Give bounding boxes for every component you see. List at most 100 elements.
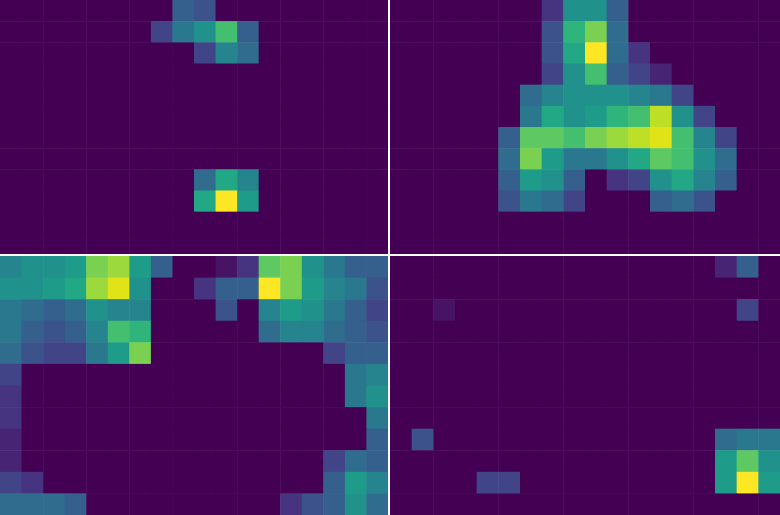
heatmap-cell <box>86 321 108 343</box>
heatmap-cell <box>129 493 151 515</box>
heatmap-cell <box>43 278 65 300</box>
heatmap-cell <box>22 429 44 451</box>
heatmap-cell <box>693 169 715 191</box>
heatmap-cell <box>65 299 87 321</box>
heatmap-cell <box>43 191 65 213</box>
heatmap-cell <box>412 450 434 472</box>
heatmap-cell <box>433 0 455 22</box>
heatmap-cell <box>628 278 650 300</box>
heatmap-cell <box>22 21 44 43</box>
heatmap-cell <box>151 493 173 515</box>
heatmap-cell <box>302 321 324 343</box>
heatmap-cell <box>237 407 259 429</box>
heatmap-cell <box>715 493 737 515</box>
heatmap-cell <box>758 148 780 170</box>
heatmap-cell <box>520 472 542 494</box>
heatmap-cell <box>758 299 780 321</box>
heatmap-cell <box>129 0 151 22</box>
heatmap-cell <box>672 299 694 321</box>
heatmap-cell <box>237 106 259 128</box>
heatmap-cell <box>693 256 715 278</box>
heatmap-cell <box>737 42 759 64</box>
heatmap-cell <box>216 64 238 86</box>
heatmap-cell <box>715 21 737 43</box>
heatmap-cell <box>628 493 650 515</box>
heatmap-cell <box>628 148 650 170</box>
heatmap-cell <box>650 191 672 213</box>
heatmap-cell <box>412 233 434 254</box>
heatmap-cell <box>194 127 216 149</box>
heatmap-cell <box>280 386 302 408</box>
heatmap-cell <box>216 472 238 494</box>
heatmap-cell <box>650 212 672 234</box>
heatmap-cell <box>628 233 650 254</box>
heatmap-cell <box>563 0 585 22</box>
heatmap-cell <box>607 299 629 321</box>
heatmap-cell <box>542 42 564 64</box>
heatmap-cell <box>237 169 259 191</box>
heatmap-cell <box>650 21 672 43</box>
heatmap-cell <box>650 233 672 254</box>
heatmap-cell <box>390 450 412 472</box>
heatmap-cell <box>216 256 238 278</box>
heatmap-cell <box>563 450 585 472</box>
heatmap-cell <box>498 493 520 515</box>
heatmap-cell <box>477 429 499 451</box>
heatmap-cell <box>129 42 151 64</box>
heatmap-cell <box>259 386 281 408</box>
heatmap-cell <box>22 42 44 64</box>
heatmap-cell <box>758 21 780 43</box>
heatmap-cell <box>520 169 542 191</box>
heatmap-cell <box>259 342 281 364</box>
heatmap-cell <box>693 364 715 386</box>
heatmap-cell <box>43 233 65 254</box>
heatmap-cell <box>563 169 585 191</box>
heatmap-cell <box>607 233 629 254</box>
heatmap-cell <box>259 21 281 43</box>
heatmap-cell <box>216 85 238 107</box>
heatmap-cell <box>563 21 585 43</box>
heatmap-cell <box>129 450 151 472</box>
heatmap-cell <box>390 256 412 278</box>
heatmap-cell <box>86 148 108 170</box>
heatmap-cell <box>345 256 367 278</box>
heatmap-cell <box>237 42 259 64</box>
heatmap-cell <box>715 148 737 170</box>
heatmap-cell <box>237 429 259 451</box>
heatmap-cell <box>412 278 434 300</box>
heatmap-cell <box>520 212 542 234</box>
heatmap-cell <box>433 127 455 149</box>
heatmap-cell <box>542 21 564 43</box>
heatmap-cell <box>151 278 173 300</box>
heatmap-cell <box>216 278 238 300</box>
heatmap-cell <box>323 450 345 472</box>
heatmap-cell <box>498 64 520 86</box>
heatmap-cell <box>563 191 585 213</box>
heatmap-cell <box>433 450 455 472</box>
heatmap-cell <box>108 256 130 278</box>
heatmap-cell <box>216 364 238 386</box>
heatmap-cell <box>672 64 694 86</box>
heatmap-cell <box>86 342 108 364</box>
heatmap-cell <box>22 127 44 149</box>
heatmap-cell <box>172 450 194 472</box>
heatmap-cell <box>455 364 477 386</box>
heatmap-cell <box>129 407 151 429</box>
heatmap-cell <box>758 493 780 515</box>
heatmap-cell <box>628 364 650 386</box>
heatmap-cell <box>542 212 564 234</box>
heatmap-cell <box>715 106 737 128</box>
heatmap-cell <box>366 299 388 321</box>
heatmap-cell <box>737 450 759 472</box>
heatmap-cell <box>302 106 324 128</box>
heatmap-cell <box>43 21 65 43</box>
heatmap-cell <box>455 256 477 278</box>
heatmap-cell <box>628 321 650 343</box>
heatmap-cell <box>216 21 238 43</box>
heatmap-cell <box>477 85 499 107</box>
heatmap-cell <box>390 0 412 22</box>
heatmap-cell <box>585 233 607 254</box>
heatmap-cell <box>194 278 216 300</box>
heatmap-cell <box>194 64 216 86</box>
heatmap-cell <box>693 472 715 494</box>
